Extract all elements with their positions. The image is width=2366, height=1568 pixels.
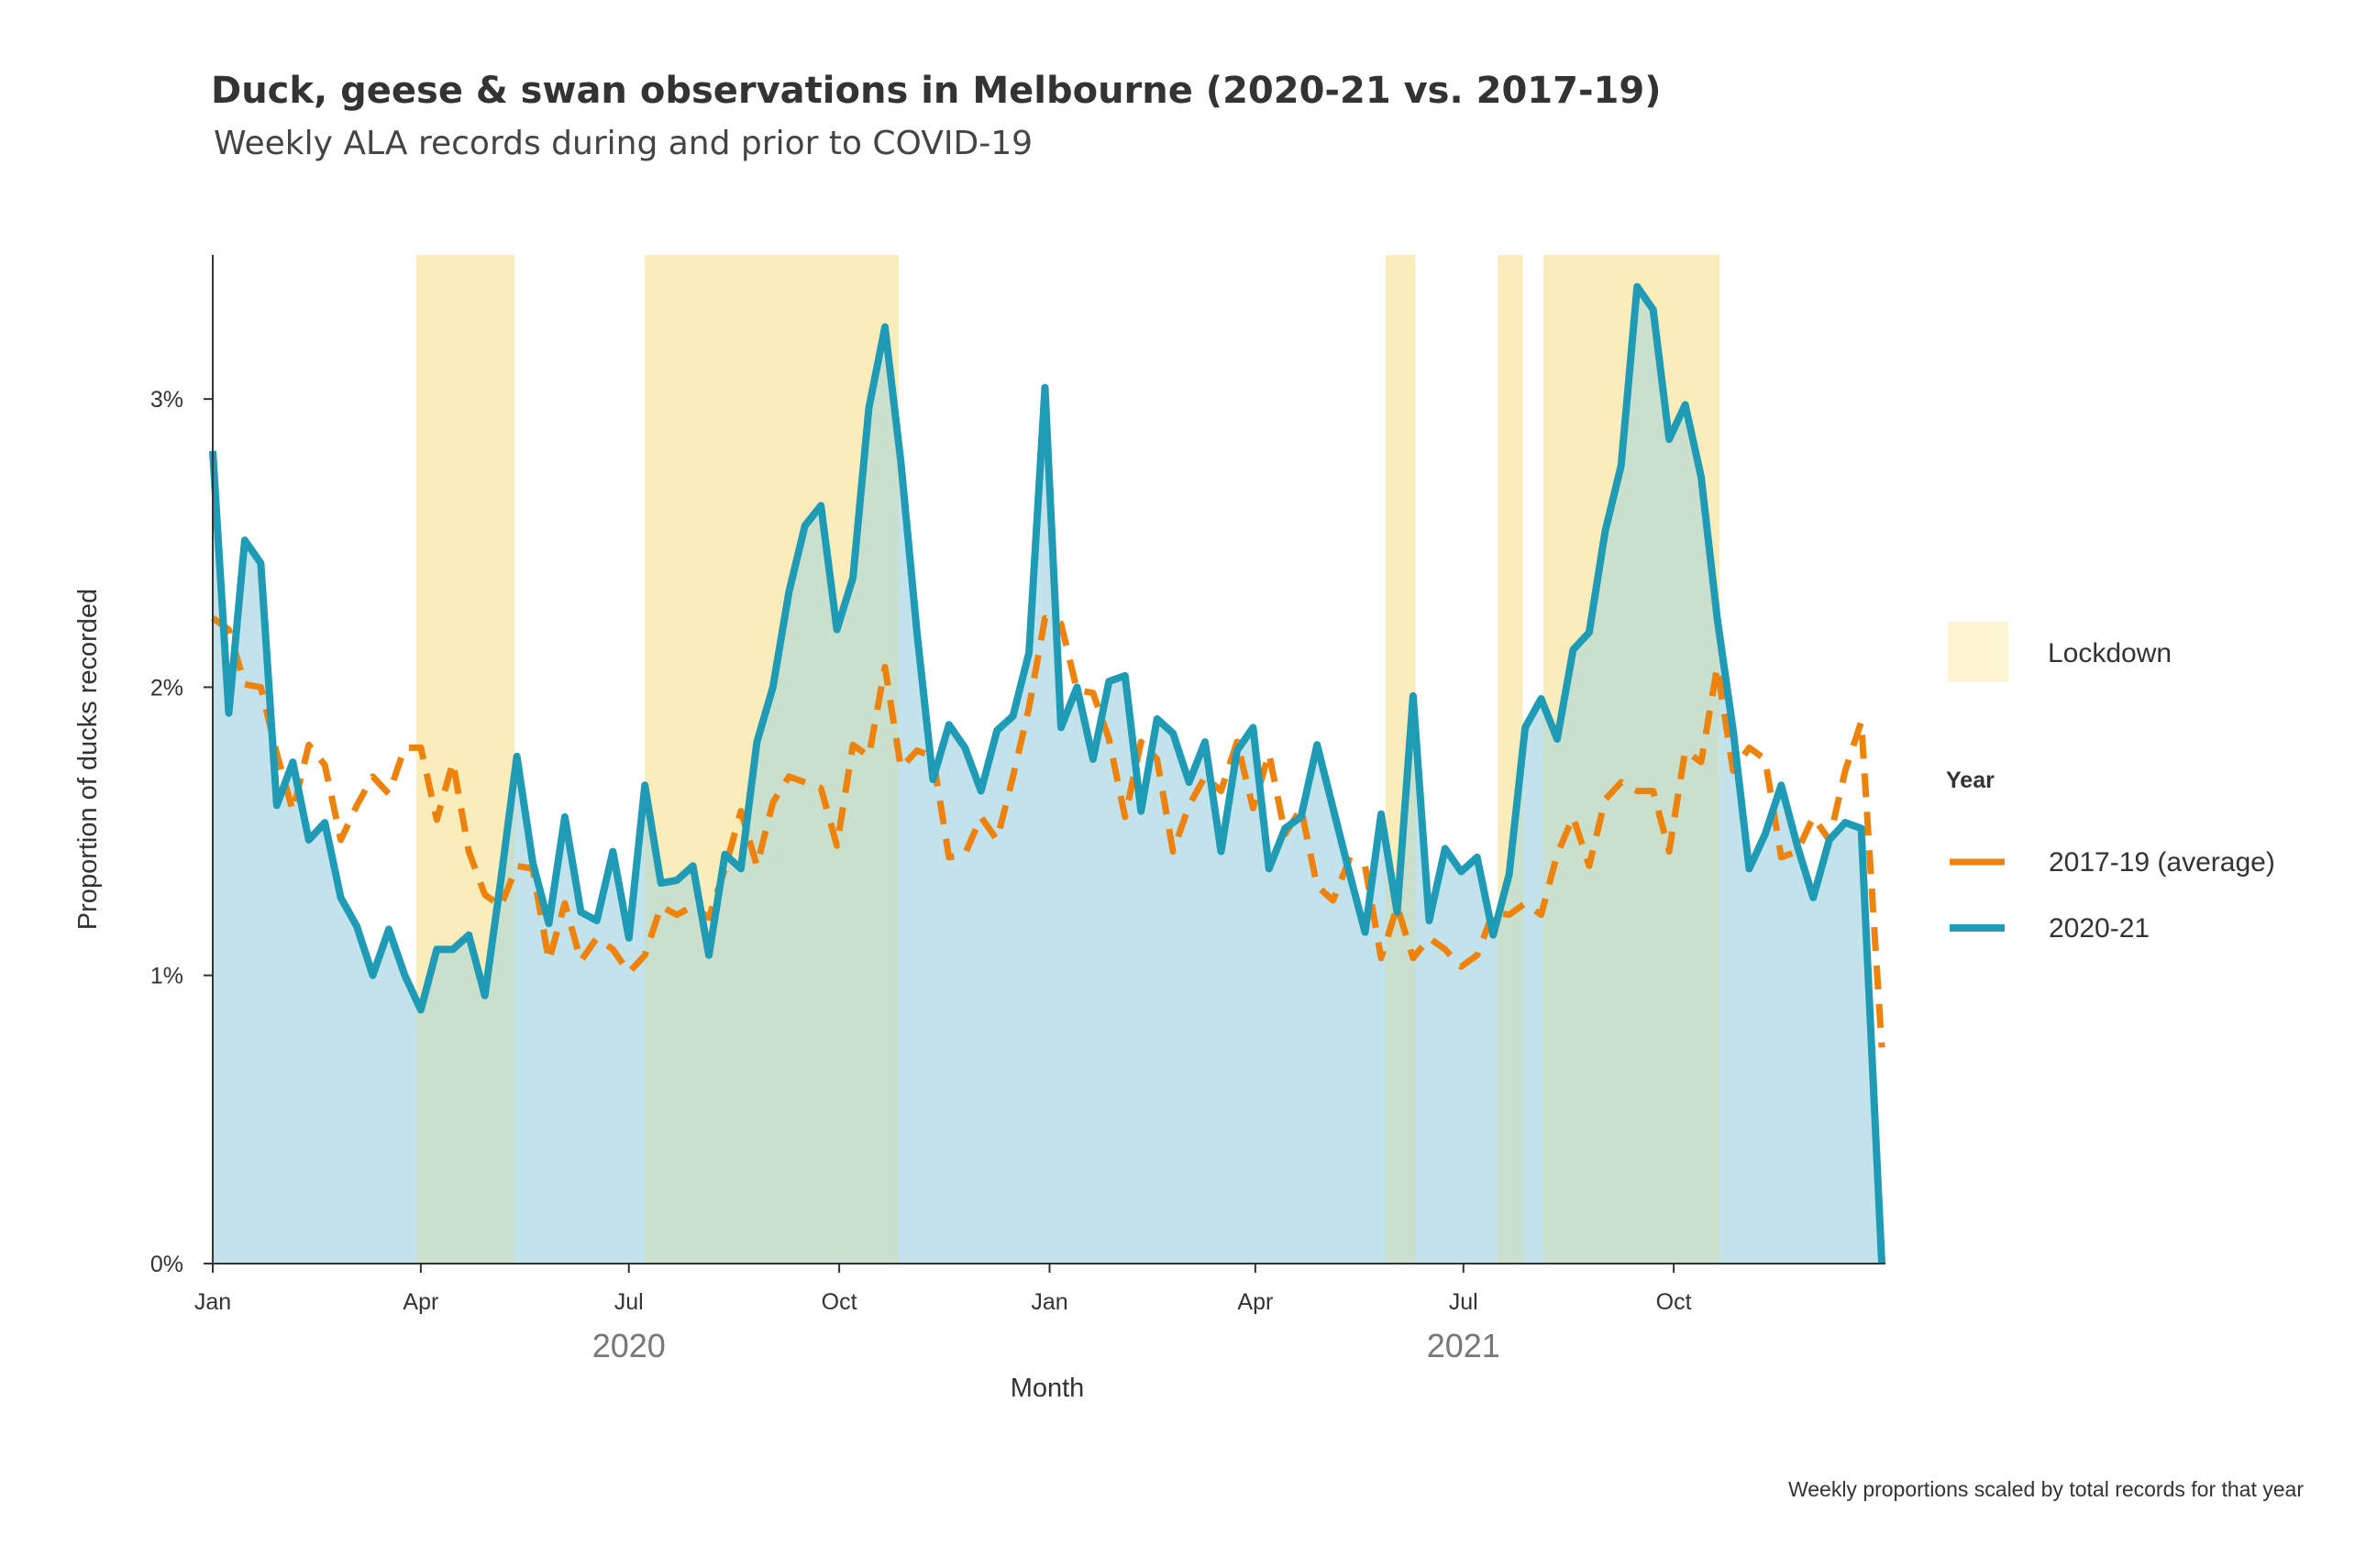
chart-title: Duck, geese & swan observations in Melbo… — [211, 70, 1661, 112]
x-tick-label: Jul — [1449, 1289, 1478, 1315]
x-axis-title: Month — [1011, 1374, 1085, 1403]
x-tick-label: Apr — [1237, 1289, 1273, 1315]
series-line-2017-19 — [210, 614, 1885, 1048]
x-tick-label: Jan — [1031, 1289, 1067, 1315]
series-line-2020-21 — [209, 282, 1885, 1264]
x-year-label: 2021 — [1427, 1327, 1500, 1364]
legend-label-2017-19: 2017-19 (average) — [2049, 847, 2275, 878]
y-axis-title: Proportion of ducks recorded — [73, 589, 103, 930]
x-tick-label: Jul — [614, 1289, 644, 1315]
legend-swatch-lockdown — [1948, 622, 2008, 682]
chart-subtitle: Weekly ALA records during and prior to C… — [214, 125, 1033, 162]
x-tick-label: Apr — [403, 1289, 438, 1315]
chart-caption: Weekly proportions scaled by total recor… — [1788, 1477, 2304, 1501]
legend-title: Year — [1946, 767, 1995, 793]
lockdown-band-overlay-1 — [415, 255, 515, 1264]
legend: Lockdown Year 2017-19 (average) 2020-21 — [1946, 622, 2275, 944]
y-axis-ticks: 0% 1% 2% 3% — [150, 387, 213, 1277]
y-tick-label: 3% — [150, 387, 183, 413]
x-axis-ticks: Jan Apr Jul Oct Jan Apr Jul Oct 2020 2021 — [194, 1264, 1692, 1364]
y-tick-label: 0% — [150, 1252, 183, 1277]
x-tick-label: Jan — [194, 1289, 231, 1315]
y-tick-label: 2% — [150, 675, 183, 701]
y-tick-label: 1% — [150, 964, 183, 989]
x-tick-label: Oct — [822, 1289, 857, 1315]
x-year-label: 2020 — [592, 1327, 666, 1364]
legend-label-2020-21: 2020-21 — [2049, 913, 2150, 944]
area-2020-21 — [213, 286, 1882, 1264]
x-tick-label: Oct — [1656, 1289, 1692, 1315]
legend-label-lockdown: Lockdown — [2048, 638, 2172, 668]
lockdown-band-overlay-2 — [645, 255, 899, 1264]
